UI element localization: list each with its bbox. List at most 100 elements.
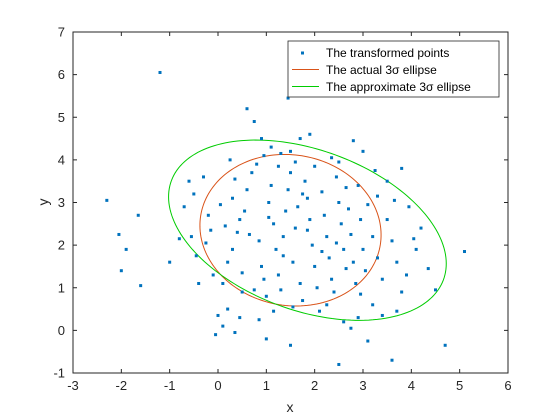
data-point [274, 247, 278, 251]
data-point [380, 277, 384, 281]
data-point [221, 281, 225, 285]
data-point [279, 151, 283, 155]
data-point [158, 70, 162, 74]
data-point [177, 237, 181, 241]
x-tick-label: -2 [116, 378, 128, 393]
data-point [238, 316, 242, 320]
data-point [216, 313, 220, 317]
actual-3sigma-ellipse [199, 153, 382, 307]
y-tick-label: 5 [58, 110, 65, 125]
data-point [269, 145, 273, 149]
data-point [252, 288, 256, 292]
data-point [371, 235, 375, 239]
y-tick-label: 6 [58, 67, 65, 82]
data-point [231, 196, 234, 200]
data-point [310, 243, 314, 247]
data-point [279, 288, 283, 292]
data-point [337, 201, 341, 204]
data-point [303, 179, 307, 183]
data-point [139, 284, 143, 288]
data-point [392, 198, 396, 202]
data-point [390, 358, 394, 362]
data-point [105, 198, 109, 202]
data-point [322, 213, 326, 217]
data-point [298, 281, 302, 285]
data-point [334, 175, 338, 179]
data-point [226, 260, 230, 264]
data-point [192, 192, 196, 196]
data-point [240, 271, 244, 275]
legend-marker-points [301, 51, 304, 55]
y-tick-label: 0 [58, 323, 65, 338]
data-point [407, 205, 411, 209]
data-point [136, 213, 140, 217]
data-point [289, 343, 292, 347]
data-point [117, 232, 121, 236]
data-point [257, 239, 261, 243]
data-point [233, 331, 237, 335]
data-point [243, 209, 247, 213]
data-point [349, 326, 353, 330]
data-point [252, 120, 256, 124]
y-tick-label: 4 [58, 152, 65, 167]
data-point [400, 166, 404, 170]
data-point [260, 264, 263, 268]
data-point [223, 224, 227, 228]
data-point [305, 228, 309, 232]
data-point [267, 201, 271, 204]
data-point [206, 213, 210, 217]
data-point [281, 254, 285, 258]
data-point [267, 215, 271, 219]
data-point [330, 156, 334, 160]
data-point [305, 196, 309, 200]
data-point [349, 232, 353, 236]
data-point [204, 241, 208, 245]
data-point [337, 160, 341, 164]
data-point [264, 337, 268, 341]
data-point [325, 303, 329, 307]
data-point [405, 273, 408, 277]
data-point [119, 269, 123, 273]
data-point [339, 222, 343, 226]
data-point [202, 175, 205, 179]
data-point [380, 313, 384, 317]
data-point [301, 192, 305, 196]
data-point [395, 309, 399, 313]
data-point [351, 139, 355, 143]
y-axis-label: y [35, 199, 51, 206]
data-point [257, 318, 261, 322]
x-axis-label: x [287, 399, 294, 415]
data-point [238, 218, 242, 222]
data-point [366, 339, 370, 343]
data-point [231, 247, 234, 251]
data-point [286, 188, 290, 192]
data-point [320, 250, 324, 254]
data-point [361, 149, 365, 153]
data-point [194, 254, 198, 258]
data-point [291, 305, 295, 309]
y-tick-label: -1 [53, 366, 65, 381]
data-point [337, 362, 341, 366]
data-point [218, 203, 222, 207]
data-point [247, 232, 251, 236]
y-tick-label: 3 [58, 195, 65, 210]
data-point [301, 299, 305, 303]
data-point [363, 269, 367, 273]
data-point [443, 343, 447, 347]
data-point [293, 160, 297, 164]
data-point [419, 226, 423, 230]
data-point [187, 179, 191, 183]
data-point [371, 303, 375, 307]
data-point [240, 290, 244, 294]
x-tick-label: 0 [214, 378, 221, 393]
x-tick-label: 3 [359, 378, 366, 393]
data-point [296, 205, 300, 209]
x-tick-label: 1 [263, 378, 270, 393]
data-point [286, 96, 290, 100]
data-point [250, 171, 254, 175]
data-point [354, 281, 358, 285]
y-tick-label: 2 [58, 238, 65, 253]
legend: The transformed points The actual 3σ ell… [287, 40, 500, 98]
data-point [308, 132, 312, 136]
